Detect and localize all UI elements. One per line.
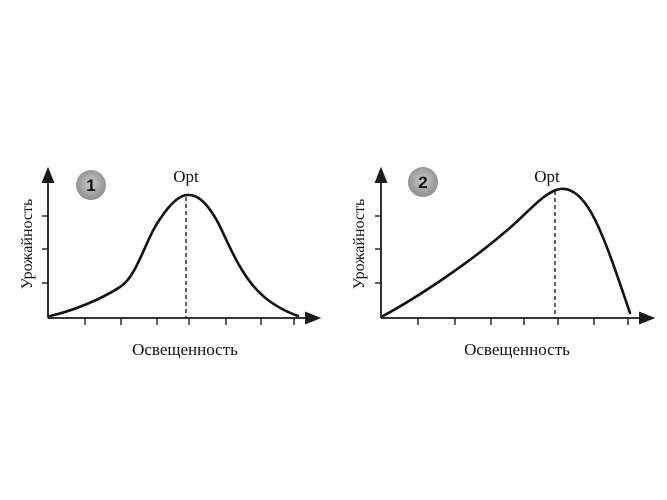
panel-1-y-axis-label: Урожайность xyxy=(19,199,36,290)
panel-1-x-ticks xyxy=(84,318,295,325)
panel-2-x-axis-label: Освещенность xyxy=(464,340,570,359)
panel-1: Opt 1 Освещенность Урожайность xyxy=(19,166,322,359)
panel-1-x-axis-label: Освещенность xyxy=(132,340,238,359)
panel-1-opt-label: Opt xyxy=(173,167,199,186)
svg-text:1: 1 xyxy=(86,176,95,195)
panel-2-x-ticks xyxy=(417,318,629,325)
panel-1-y-ticks xyxy=(42,215,48,284)
panel-2-yield-curve xyxy=(381,187,632,318)
panel-1-yield-curve xyxy=(48,193,300,318)
panel-2-opt-label: Opt xyxy=(534,167,560,186)
panel-2-y-axis-label: Урожайность xyxy=(351,199,368,290)
panel-2-y-ticks xyxy=(375,215,381,284)
panel-2-badge: 2 xyxy=(408,167,438,197)
panel-1-badge: 1 xyxy=(76,170,106,200)
svg-text:2: 2 xyxy=(418,173,427,192)
panel-2: Opt 2 Освещенность Урожайность xyxy=(351,166,656,359)
